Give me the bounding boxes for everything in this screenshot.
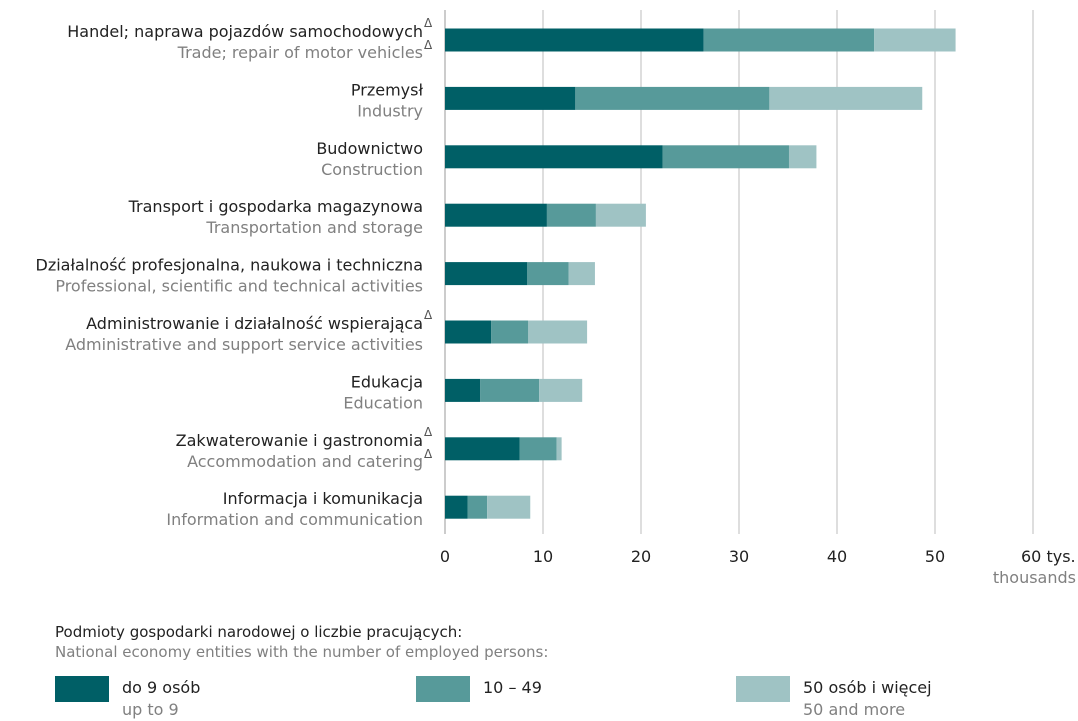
bar-education-series-1 — [480, 378, 540, 402]
chart: Handel; naprawa pojazdów samochodowych Tr… — [36, 10, 1076, 587]
bar-education-series-2 — [539, 378, 583, 402]
bar-administrative-and-support-service-activities-series-0 — [445, 320, 492, 344]
bar-construction-series-1 — [662, 145, 789, 169]
category-label-construction: Budownictwo — [316, 139, 423, 158]
bar-professional-scientific-and-technical-activities-series-0 — [445, 262, 528, 286]
legend: Podmioty gospodarki narodowej o liczbie … — [55, 622, 1055, 720]
category-label-english-education: Education — [343, 393, 423, 412]
bars — [445, 28, 956, 519]
legend-label-up-to-9: do 9 osób — [122, 678, 201, 697]
bar-trade-repair-of-motor-vehicles-series-1 — [703, 28, 875, 52]
category-labels: Handel; naprawa pojazdów samochodowych Tr… — [36, 16, 434, 529]
category-label-information-and-communication: Informacja i komunikacja — [223, 489, 423, 508]
bar-information-and-communication-series-0 — [445, 495, 468, 519]
legend-title-english: National economy entities with the numbe… — [55, 643, 549, 661]
bar-professional-scientific-and-technical-activities-series-2 — [568, 262, 595, 286]
bar-transportation-and-storage-series-0 — [445, 203, 547, 227]
bar-accommodation-and-catering-series-0 — [445, 437, 520, 461]
category-label-professional-scientific-and-technical-activities: Działalność profesjonalna, naukowa i tec… — [36, 256, 424, 275]
legend-label-50-and-more: 50 osób i więcej — [803, 678, 932, 697]
x-tick-label: 60 tys. — [1021, 547, 1076, 566]
category-label-english-construction: Construction — [321, 160, 423, 179]
category-label-english-transportation-and-storage: Transportation and storage — [205, 218, 423, 237]
legend-label-10-49: 10 – 49 — [483, 678, 542, 697]
legend-label-up-to-9-english: up to 9 — [122, 700, 179, 719]
category-label-english-trade-repair-of-motor-vehicles: Trade; repair of motor vehicles — [177, 43, 423, 62]
delta-mark: Δ — [424, 16, 433, 30]
bar-administrative-and-support-service-activities-series-2 — [528, 320, 588, 344]
bar-transportation-and-storage-series-1 — [546, 203, 596, 227]
legend-swatch-50-and-more — [736, 676, 790, 702]
x-tick-label: 30 — [729, 547, 749, 566]
category-label-administrative-and-support-service-activities: Administrowanie i działalność wspierając… — [86, 314, 423, 333]
category-label-english-industry: Industry — [357, 101, 423, 120]
bar-information-and-communication-series-2 — [487, 495, 531, 519]
legend-title: Podmioty gospodarki narodowej o liczbie … — [55, 623, 463, 641]
category-label-industry: Przemysł — [351, 80, 424, 99]
bar-construction-series-0 — [445, 145, 663, 169]
bar-industry-series-1 — [575, 86, 770, 110]
bar-accommodation-and-catering-series-2 — [556, 437, 562, 461]
bar-industry-series-0 — [445, 86, 576, 110]
category-label-trade-repair-of-motor-vehicles: Handel; naprawa pojazdów samochodowych — [67, 22, 423, 41]
x-tick-label: 0 — [440, 547, 450, 566]
bar-industry-series-2 — [769, 86, 923, 110]
x-tick-label: 40 — [827, 547, 847, 566]
delta-mark: Δ — [424, 425, 433, 439]
bar-information-and-communication-series-1 — [467, 495, 488, 519]
category-label-english-information-and-communication: Information and communication — [166, 510, 423, 529]
bar-transportation-and-storage-series-2 — [595, 203, 646, 227]
bar-construction-series-2 — [788, 145, 817, 169]
delta-mark: Δ — [424, 447, 433, 461]
x-axis-unit-english: thousands — [993, 568, 1076, 587]
bar-education-series-0 — [445, 378, 481, 402]
x-axis: 0 10 20 30 40 50 60 tys. thousands — [440, 547, 1076, 587]
delta-mark: Δ — [424, 308, 433, 322]
x-tick-label: 20 — [631, 547, 651, 566]
category-label-english-administrative-and-support-service-activities: Administrative and support service activ… — [65, 335, 423, 354]
bar-professional-scientific-and-technical-activities-series-1 — [527, 262, 569, 286]
legend-swatch-up-to-9 — [55, 676, 109, 702]
legend-swatch-10-49 — [416, 676, 470, 702]
bar-trade-repair-of-motor-vehicles-series-0 — [445, 28, 704, 52]
bar-trade-repair-of-motor-vehicles-series-2 — [874, 28, 956, 52]
category-label-accommodation-and-catering: Zakwaterowanie i gastronomia — [176, 431, 423, 450]
category-label-english-professional-scientific-and-technical-activities: Professional, scientific and technical a… — [55, 277, 423, 296]
bar-accommodation-and-catering-series-1 — [519, 437, 557, 461]
x-tick-label: 50 — [925, 547, 945, 566]
category-label-transportation-and-storage: Transport i gospodarka magazynowa — [128, 197, 423, 216]
category-label-education: Edukacja — [351, 372, 423, 391]
category-label-english-accommodation-and-catering: Accommodation and catering — [187, 452, 423, 471]
bar-administrative-and-support-service-activities-series-1 — [491, 320, 529, 344]
legend-label-50-and-more-english: 50 and more — [803, 700, 906, 719]
delta-mark: Δ — [424, 38, 433, 52]
x-tick-label: 10 — [533, 547, 553, 566]
